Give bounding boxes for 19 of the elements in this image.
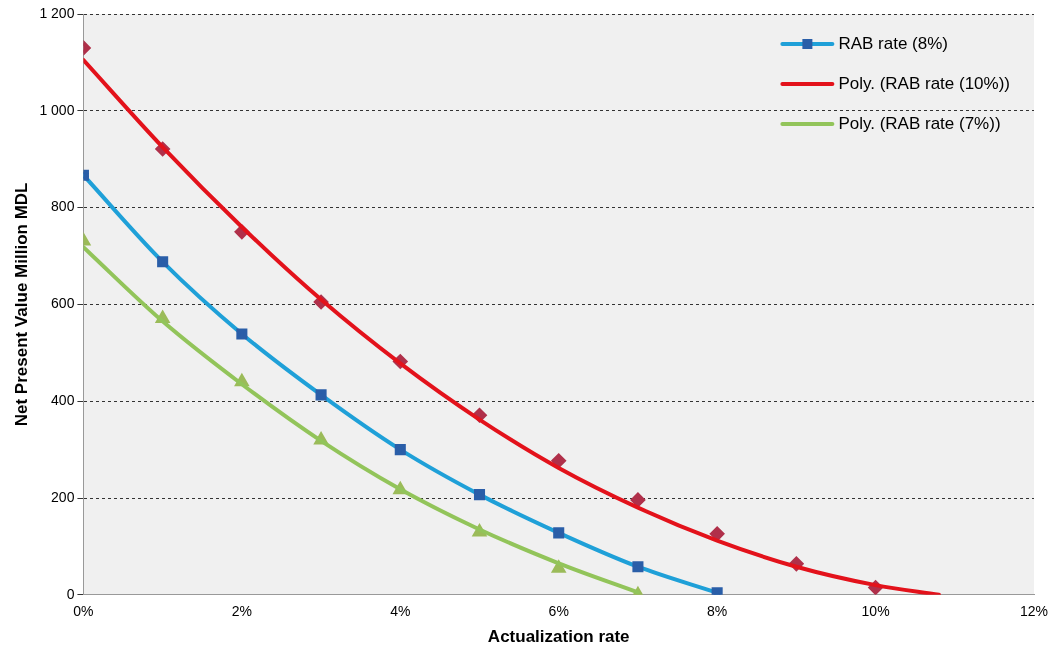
y-tick-label: 600 — [51, 295, 75, 312]
legend-label: Poly. (RAB rate (10%)) — [838, 73, 1011, 93]
x-tick-label: 0% — [73, 603, 94, 620]
y-tick-label: 1 000 — [39, 101, 75, 118]
y-tick-label: 0 — [66, 585, 75, 602]
y-tick-label: 200 — [51, 488, 75, 505]
x-axis-title: Actualization rate — [487, 627, 630, 647]
x-tick-label: 4% — [390, 603, 411, 620]
y-tick-label: 400 — [51, 392, 75, 409]
x-tick-label: 10% — [861, 603, 890, 620]
x-tick-label: 12% — [1019, 603, 1049, 620]
x-tick-label: 8% — [707, 603, 728, 620]
y-tick-label: 800 — [51, 198, 75, 215]
x-tick-label: 2% — [231, 603, 252, 620]
legend-label: RAB rate (8%) — [838, 33, 948, 53]
x-tick-label: 6% — [548, 603, 569, 620]
y-tick-label: 1 200 — [39, 4, 75, 21]
y-axis-title: Net Present Value Million MDL — [11, 182, 31, 427]
legend-label: Poly. (RAB rate (7%)) — [838, 113, 1001, 133]
